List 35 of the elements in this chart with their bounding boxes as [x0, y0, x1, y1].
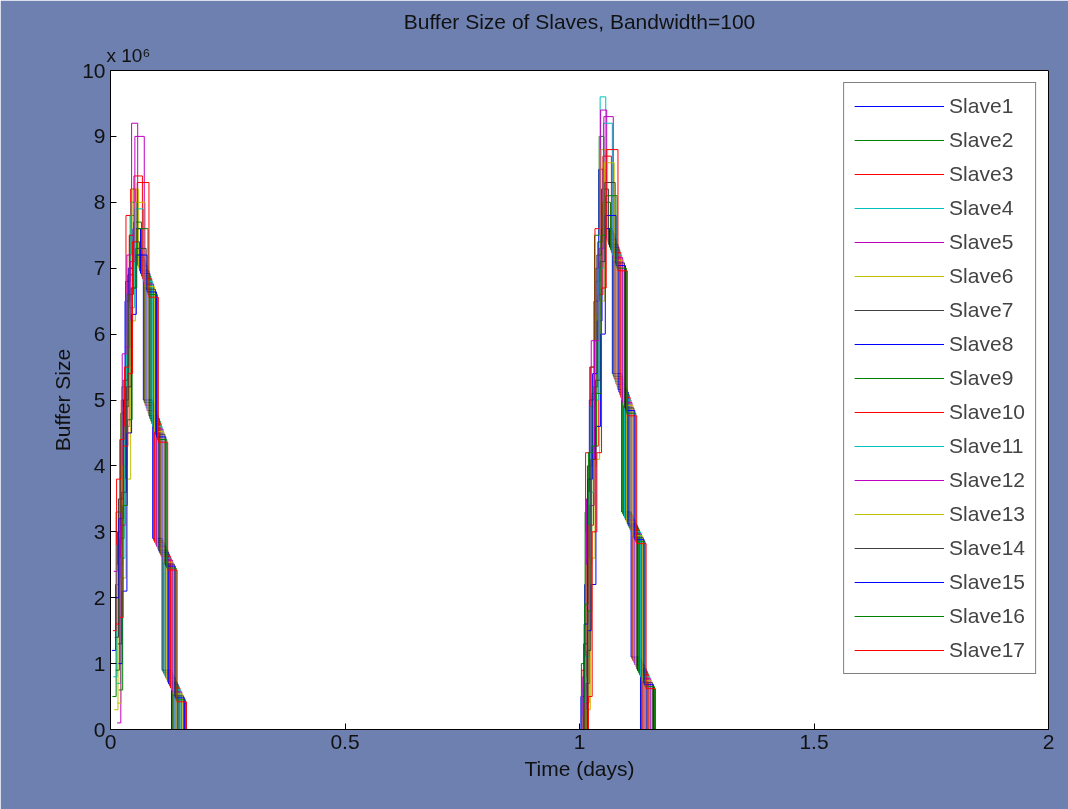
x-tick-label: 0.5	[330, 729, 360, 753]
legend-label: Slave10	[949, 399, 1025, 425]
x-axis-title: Time (days)	[524, 756, 635, 780]
legend-label: Slave3	[949, 161, 1014, 187]
y-tick-label: 3	[93, 519, 106, 543]
y-tick-label: 10	[82, 58, 106, 82]
x-tick-label: 1.5	[799, 729, 829, 753]
legend-label: Slave14	[949, 535, 1025, 561]
y-tick-label: 8	[93, 190, 106, 214]
y-tick-label: 1	[93, 651, 106, 675]
legend-label: Slave17	[949, 637, 1025, 663]
legend-label: Slave15	[949, 569, 1025, 595]
chart-title: Buffer Size of Slaves, Bandwidth=100	[403, 9, 756, 33]
y-tick-label: 2	[93, 585, 106, 609]
legend-label: Slave6	[949, 263, 1014, 289]
text: x 10⁶	[106, 44, 151, 66]
y-tick-label: 6	[93, 322, 106, 346]
y-tick-label: 4	[93, 453, 106, 477]
legend-label: Slave5	[949, 229, 1014, 255]
y-axis-title: Buffer Size	[51, 348, 75, 452]
legend-label: Slave13	[949, 501, 1025, 527]
legend-label: Slave4	[949, 195, 1014, 221]
legend-label: Slave2	[949, 127, 1014, 153]
legend-label: Slave11	[949, 433, 1024, 459]
legend-label: Slave16	[949, 603, 1025, 629]
y-tick-label: 5	[93, 388, 106, 411]
legend-label: Slave7	[949, 297, 1014, 323]
x-tick-label: 2	[1042, 729, 1055, 753]
legend-label: Slave8	[949, 331, 1014, 357]
y-tick-label: 9	[93, 124, 106, 148]
legend-label: Slave1	[949, 93, 1014, 119]
legend-label: Slave9	[949, 365, 1014, 391]
x-tick-label: 1	[573, 729, 586, 753]
y-tick-label: 7	[93, 256, 106, 280]
legend-label: Slave12	[949, 467, 1025, 493]
